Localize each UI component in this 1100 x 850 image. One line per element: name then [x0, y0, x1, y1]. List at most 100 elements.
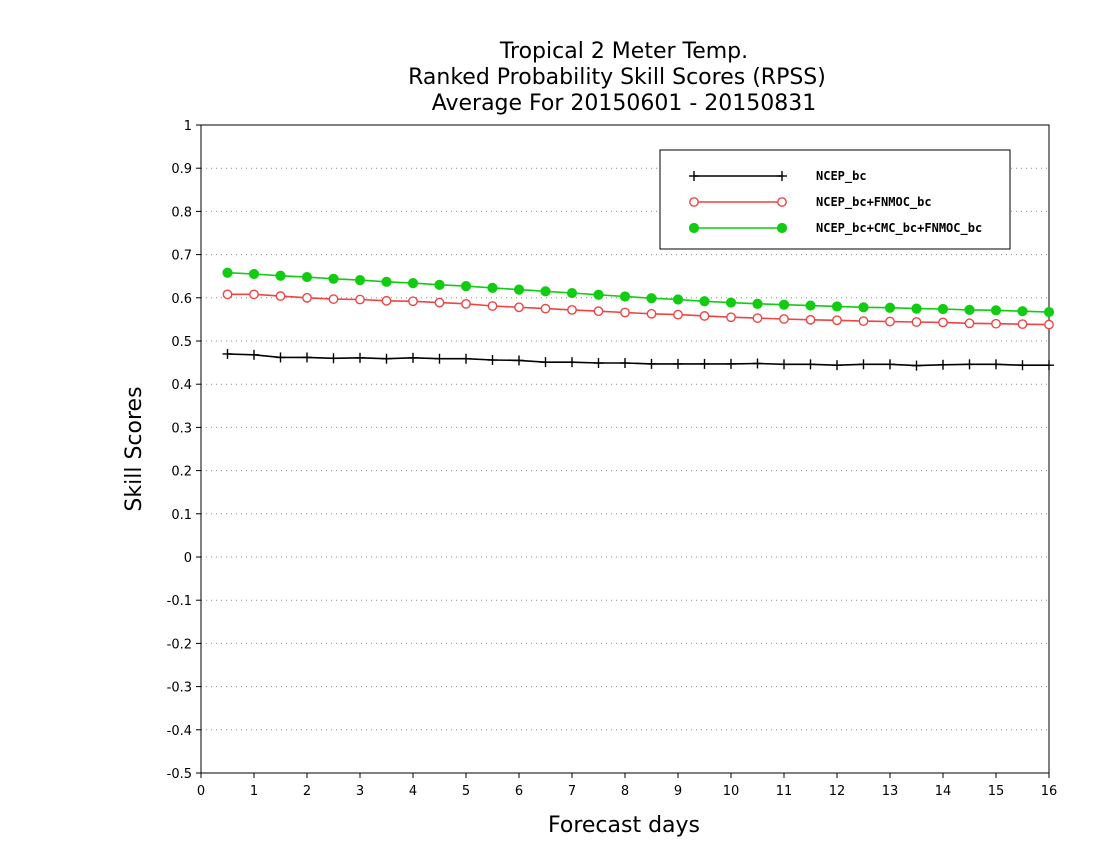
series-2-point-2	[275, 270, 286, 281]
series-1-point-28	[964, 318, 975, 329]
legend-label-1: NCEP_bc+FNMOC_bc	[816, 195, 932, 210]
series-1-point-19	[726, 312, 736, 323]
series-2-point-4	[328, 273, 339, 284]
legend-marker-end-0	[777, 171, 787, 181]
series-0-point-7	[408, 352, 418, 363]
series-2-point-27	[937, 303, 949, 315]
series-1-point-24	[858, 316, 869, 327]
series-0-point-21	[779, 359, 789, 370]
series-2-point-11	[513, 284, 525, 295]
series-0-point-10	[487, 355, 498, 366]
y-tick-label-0: -0.5	[167, 767, 192, 782]
series-0-point-2	[275, 352, 286, 363]
series-1-point-31	[1044, 319, 1054, 330]
y-tick-label-4: -0.1	[167, 594, 192, 609]
y-tick-label-2: -0.3	[167, 681, 192, 696]
series-1-point-8	[434, 297, 445, 308]
series-0-point-12	[540, 357, 551, 368]
series-0	[222, 348, 1054, 371]
series-2-point-25	[884, 302, 896, 313]
series-0-point-18	[699, 358, 710, 369]
series-1-point-13	[567, 304, 577, 315]
series-1-point-5	[355, 294, 365, 305]
series-1-point-18	[699, 311, 710, 321]
series-0-point-6	[381, 353, 392, 364]
x-tick-label-5: 5	[462, 784, 470, 799]
x-tick-label-6: 6	[515, 784, 523, 799]
series-1-point-25	[885, 316, 895, 327]
legend-label-0: NCEP_bc	[816, 169, 867, 184]
y-tick-label-14: 0.9	[171, 162, 192, 177]
y-tick-label-15: 1	[184, 119, 192, 134]
series-2-point-14	[593, 289, 604, 300]
series-2-point-3	[301, 271, 313, 283]
legend-marker-end-2	[776, 222, 788, 234]
legend-marker-end-1	[777, 197, 787, 207]
series-2-point-1	[248, 268, 260, 280]
series-0-point-30	[1017, 360, 1028, 371]
y-tick-label-10: 0.5	[171, 335, 192, 350]
series-2-point-0	[222, 267, 233, 278]
y-tick-label-6: 0.1	[171, 508, 192, 523]
series-0-point-19	[726, 358, 736, 369]
series-0-point-11	[514, 355, 524, 366]
series-2-point-21	[778, 299, 790, 310]
series-0-point-31	[1044, 360, 1054, 371]
x-tick-label-14: 14	[935, 784, 952, 799]
series-1	[222, 289, 1054, 330]
x-tick-label-3: 3	[356, 784, 364, 799]
series-2-point-23	[831, 301, 843, 312]
y-tick-label-7: 0.2	[171, 465, 192, 480]
series-0-point-26	[911, 360, 922, 371]
series-1-point-11	[514, 302, 524, 313]
series-0-point-15	[620, 358, 630, 369]
series-2-point-7	[407, 278, 419, 289]
legend-entry-2: NCEP_bc+CMC_bc+FNMOC_bc	[688, 221, 982, 236]
x-tick-label-9: 9	[674, 784, 682, 799]
chart-title-line-3: Average For 20150601 - 20150831	[432, 91, 817, 116]
series-1-point-12	[540, 303, 551, 314]
x-tick-label-12: 12	[829, 784, 846, 799]
y-tick-label-1: -0.4	[167, 724, 192, 739]
series-2-point-24	[858, 302, 869, 313]
series-0-point-27	[938, 359, 948, 370]
series-0-point-24	[858, 359, 869, 370]
y-tick-label-11: 0.6	[171, 292, 192, 307]
series-0-point-25	[885, 359, 895, 370]
series-1-point-7	[408, 296, 418, 307]
series-1-point-1	[249, 289, 259, 300]
series-layer	[222, 267, 1055, 371]
series-1-point-30	[1017, 319, 1028, 330]
series-1-point-16	[646, 308, 657, 319]
y-tick-label-5: 0	[184, 551, 192, 566]
y-tick-label-3: -0.2	[167, 637, 192, 652]
series-line-0	[227, 353, 1049, 367]
legend-marker-start-0	[689, 171, 699, 181]
series-2-point-17	[672, 294, 684, 305]
series-2-point-30	[1017, 306, 1028, 317]
gridlines	[201, 167, 1049, 731]
x-axis-label: Forecast days	[548, 813, 700, 838]
series-0-point-28	[964, 359, 975, 370]
series-0-point-16	[646, 358, 657, 369]
series-1-point-27	[938, 317, 948, 328]
series-1-point-4	[328, 294, 339, 304]
legend-marker-start-2	[688, 222, 700, 234]
x-tick-label-1: 1	[250, 784, 258, 799]
series-1-point-29	[991, 318, 1001, 329]
series-line-2	[227, 271, 1050, 313]
series-0-point-0	[222, 348, 233, 359]
x-axis-ticks: 0 1 2 3 4 5 6 7 8 9 10 11 12 13 14 15 16	[197, 773, 1057, 799]
series-1-point-15	[620, 307, 630, 318]
series-0-point-29	[991, 359, 1001, 370]
legend-box	[659, 149, 1011, 250]
legend-entry-0: NCEP_bc	[689, 169, 867, 184]
series-2-point-10	[487, 282, 498, 293]
chart-title-line-2: Ranked Probability Skill Scores (RPSS)	[408, 65, 826, 90]
series-2-point-16	[646, 293, 657, 304]
legend: NCEP_bc NCEP_bc+FNMOC_bc NCEP_bc+CMC_bc+FN…	[659, 149, 1011, 250]
series-0-point-17	[673, 358, 683, 369]
chart-title-line-1: Tropical 2 Meter Temp.	[499, 39, 748, 64]
series-2-point-9	[460, 281, 472, 292]
series-1-point-10	[487, 301, 498, 311]
